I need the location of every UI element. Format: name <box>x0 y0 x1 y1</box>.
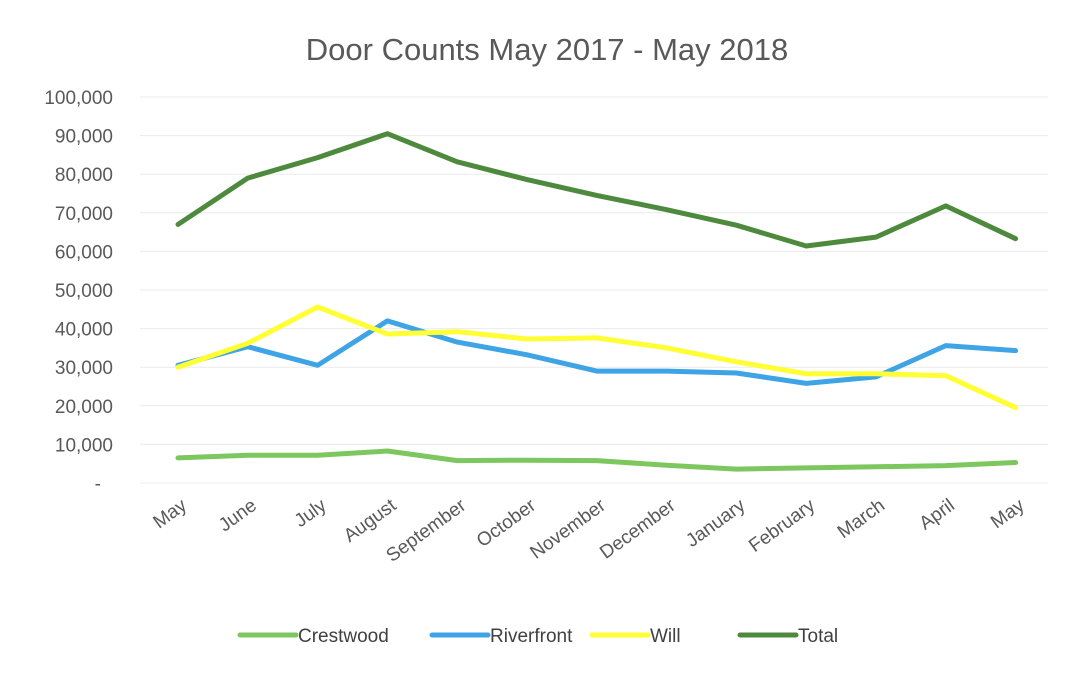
y-tick-label: 10,000 <box>55 435 113 456</box>
y-axis-ticks: - 10,000 20,000 30,000 40,000 50,000 60,000 70,… <box>44 88 113 495</box>
y-tick-label: 20,000 <box>55 397 113 418</box>
y-tick-label: 60,000 <box>55 242 113 263</box>
series-lines <box>175 131 1019 472</box>
legend-label-riverfront: Riverfront <box>490 626 573 647</box>
x-tick-label: February <box>745 495 819 557</box>
chart-title: Door Counts May 2017 - May 2018 <box>306 32 788 67</box>
x-tick-label: December <box>596 495 680 564</box>
x-tick-label: May <box>150 495 192 533</box>
legend-label-will: Will <box>650 626 681 647</box>
series-line-will <box>175 304 1019 411</box>
x-tick-label: July <box>291 495 331 532</box>
series-line-crestwood <box>175 448 1019 472</box>
x-tick-label: March <box>834 495 889 543</box>
y-tick-label: 80,000 <box>55 165 113 186</box>
y-tick-label: 100,000 <box>44 88 113 109</box>
legend-label-total: Total <box>798 626 838 647</box>
x-tick-label: April <box>916 495 959 534</box>
legend-label-crestwood: Crestwood <box>298 626 389 647</box>
x-tick-label: June <box>215 495 261 536</box>
x-tick-label: September <box>383 495 471 567</box>
gridlines <box>140 96 1048 484</box>
x-tick-label: November <box>526 495 610 564</box>
y-tick-label: 50,000 <box>55 281 113 302</box>
x-tick-label: August <box>340 495 401 547</box>
x-tick-label: January <box>682 495 749 552</box>
legend: Crestwood Riverfront Will Total <box>237 626 838 647</box>
series-line-riverfront <box>175 318 1019 386</box>
y-tick-label: 40,000 <box>55 320 113 341</box>
y-tick-label: 90,000 <box>55 127 113 148</box>
series-line-total <box>175 131 1019 249</box>
y-tick-label: 30,000 <box>55 358 113 379</box>
y-tick-label: 70,000 <box>55 204 113 225</box>
x-tick-label: May <box>987 495 1029 533</box>
y-tick-label: - <box>95 474 101 495</box>
